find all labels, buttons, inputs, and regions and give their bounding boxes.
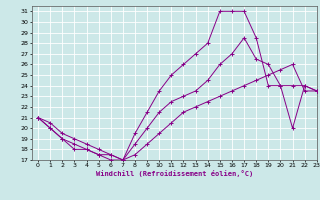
X-axis label: Windchill (Refroidissement éolien,°C): Windchill (Refroidissement éolien,°C) [96,170,253,177]
